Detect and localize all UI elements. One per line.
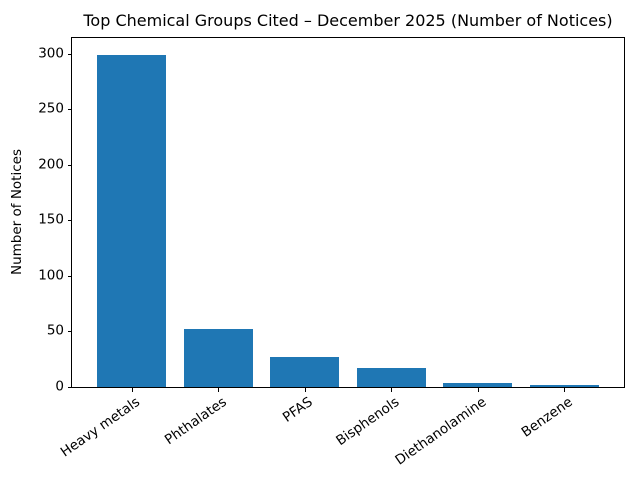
y-tick-label: 100: [38, 267, 64, 284]
y-tick-label: 150: [38, 211, 64, 228]
y-tick-label: 0: [55, 378, 64, 395]
x-tick-mark: [218, 388, 220, 392]
bar-diethanolamine: [443, 382, 513, 387]
plot-area: [71, 37, 625, 388]
x-tick-mark: [304, 388, 306, 392]
y-tick-label: 250: [38, 100, 64, 117]
y-tick-mark: [68, 331, 72, 333]
bar-heavy-metals: [97, 54, 167, 387]
y-tick-mark: [68, 275, 72, 277]
x-tick-label: Benzene: [518, 394, 576, 441]
bar-phthalates: [183, 329, 253, 387]
y-tick-mark: [68, 220, 72, 222]
x-tick-label: Phthalates: [161, 394, 230, 449]
y-tick-mark: [68, 387, 72, 388]
x-tick-mark: [391, 388, 393, 392]
x-tick-label: PFAS: [280, 394, 316, 426]
chart-title: Top Chemical Groups Cited – December 202…: [83, 11, 613, 30]
x-tick-label: Diethanolamine: [391, 394, 489, 469]
x-tick-mark: [564, 388, 566, 392]
y-tick-mark: [68, 164, 72, 166]
bar-benzene: [529, 384, 599, 387]
x-tick-label: Heavy metals: [57, 394, 143, 461]
y-tick-label: 50: [46, 323, 64, 340]
y-tick-label: 200: [38, 156, 64, 173]
y-tick-mark: [68, 109, 72, 111]
x-tick-label: Bisphenols: [333, 394, 403, 450]
x-tick-mark: [131, 388, 133, 392]
bar-bisphenols: [356, 368, 426, 387]
y-tick-label: 300: [38, 45, 64, 62]
y-tick-mark: [68, 53, 72, 55]
bar-pfas: [270, 357, 340, 387]
x-tick-mark: [477, 388, 479, 392]
